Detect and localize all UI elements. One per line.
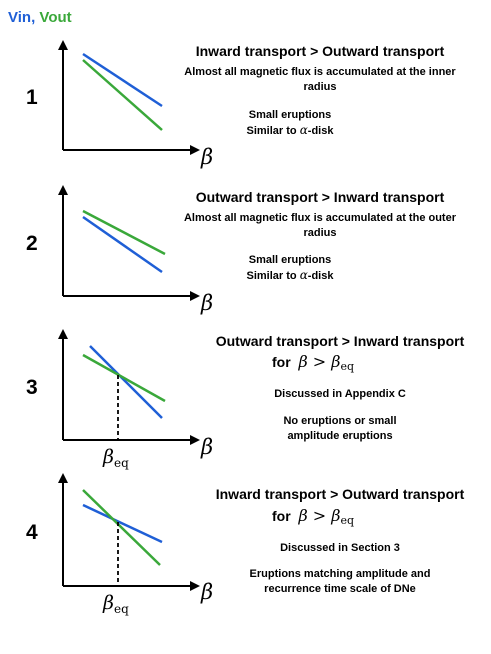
panel-2-note-2-prefix: Similar to bbox=[246, 270, 300, 282]
panel-4-note-2: recurrence time scale of DNe bbox=[264, 583, 416, 595]
panel-4-title: Inward transport > Outward transport bbox=[215, 486, 465, 502]
panel-3-beta-eq-subscript: eq bbox=[113, 456, 129, 470]
panel-4-condition-operator: > bbox=[307, 506, 332, 525]
panel-4-beta-eq-symbol: β bbox=[103, 592, 114, 614]
panel-1-description: Almost all magnetic flux is accumulated … bbox=[168, 65, 472, 95]
legend-vin: Vin bbox=[8, 9, 32, 26]
panel-4-number: 4 bbox=[26, 521, 38, 544]
panel-1-number: 1 bbox=[26, 86, 38, 109]
panel-1-note-1: Small eruptions bbox=[248, 109, 332, 121]
panel-2-description-line-2: radius bbox=[303, 227, 337, 239]
panel-4-condition-beta: β bbox=[298, 506, 308, 525]
panel-2-number: 2 bbox=[26, 232, 38, 255]
panel-3-reference: Discussed in Appendix C bbox=[274, 388, 406, 400]
panel-3-condition-subscript: eq bbox=[340, 360, 355, 373]
panel-2-note-1: Small eruptions bbox=[248, 254, 332, 266]
panel-3-condition-operator: > bbox=[307, 352, 332, 371]
panel-1-note-2-prefix: Similar to bbox=[246, 125, 300, 137]
panel-4-plot bbox=[58, 473, 200, 591]
panel-3-condition-for: for bbox=[272, 354, 291, 370]
panel-2-plot bbox=[58, 185, 200, 301]
panel-4-vout-line bbox=[82, 489, 161, 566]
panel-4-reference: Discussed in Section 3 bbox=[280, 542, 400, 554]
panel-3-notes: No eruptions or small amplitude eruption… bbox=[240, 414, 440, 444]
panel-3-plot bbox=[58, 329, 200, 445]
panel-3-note-1: No eruptions or small bbox=[283, 415, 397, 427]
panel-1-vin-line bbox=[82, 52, 163, 108]
panel-1-note-2-suffix: -disk bbox=[307, 125, 334, 137]
legend-separator: , bbox=[31, 9, 36, 26]
panel-4-condition-math: β > βeq bbox=[298, 506, 355, 527]
legend: Vin, Vout bbox=[8, 9, 72, 26]
panel-2-description-line-1: Almost all magnetic flux is accumulated … bbox=[183, 212, 456, 224]
panel-2-vin-line bbox=[82, 215, 163, 274]
panel-1-plot bbox=[58, 40, 200, 155]
panel-3-beta-eq-symbol: β bbox=[103, 446, 114, 468]
panel-1-alpha-symbol: α bbox=[299, 123, 308, 137]
panel-4-vin-line bbox=[82, 503, 163, 544]
panel-3-vin-line bbox=[89, 345, 163, 419]
panel-2-title: Outward transport > Inward transport bbox=[195, 189, 445, 205]
panel-2-vout-line bbox=[82, 209, 166, 256]
panel-4-beta-eq-label: βeq bbox=[103, 592, 129, 616]
panel-4-note-1: Eruptions matching amplitude and bbox=[249, 568, 431, 580]
panel-4-beta-eq-subscript: eq bbox=[113, 602, 129, 616]
panel-1-title: Inward transport > Outward transport bbox=[195, 43, 445, 59]
panel-4-condition-subscript: eq bbox=[340, 514, 355, 527]
panel-2-x-axis-label: β bbox=[201, 291, 214, 315]
panel-3-note-2: amplitude eruptions bbox=[287, 430, 393, 442]
panel-1-note-2: Similar to α-disk bbox=[200, 123, 380, 139]
panel-1-x-axis-label: β bbox=[201, 145, 214, 169]
panel-3-condition-beta-eq: β bbox=[331, 352, 341, 371]
panel-2-notes: Small eruptions Similar to α-disk bbox=[200, 253, 380, 284]
panel-4-condition-for: for bbox=[272, 508, 291, 524]
panel-1-notes: Small eruptions Similar to α-disk bbox=[200, 108, 380, 139]
panel-3-number: 3 bbox=[26, 376, 38, 399]
panel-4-condition: for β > βeq bbox=[272, 506, 354, 527]
legend-vout: Vout bbox=[39, 9, 72, 26]
panel-2-description: Almost all magnetic flux is accumulated … bbox=[168, 211, 472, 241]
panel-4-x-axis-label: β bbox=[201, 580, 214, 604]
panel-3-condition-beta: β bbox=[298, 352, 308, 371]
panel-3-title: Outward transport > Inward transport bbox=[215, 333, 465, 349]
panel-2-alpha-symbol: α bbox=[299, 268, 308, 282]
panel-3-x-axis-label: β bbox=[201, 435, 214, 459]
panel-3-condition-math: β > βeq bbox=[298, 352, 355, 373]
panel-1-description-line-2: radius bbox=[303, 81, 337, 93]
panel-1-vout-line bbox=[82, 59, 163, 131]
panel-2-note-2-suffix: -disk bbox=[307, 270, 334, 282]
panel-4-condition-beta-eq: β bbox=[331, 506, 341, 525]
panel-1-description-line-1: Almost all magnetic flux is accumulated … bbox=[184, 66, 456, 78]
panel-3-beta-eq-label: βeq bbox=[103, 446, 129, 470]
panel-3-vout-line bbox=[82, 353, 166, 403]
panel-3-condition: for β > βeq bbox=[272, 352, 354, 373]
panel-4-notes: Eruptions matching amplitude and recurre… bbox=[220, 567, 460, 597]
panel-2-note-2: Similar to α-disk bbox=[200, 268, 380, 284]
